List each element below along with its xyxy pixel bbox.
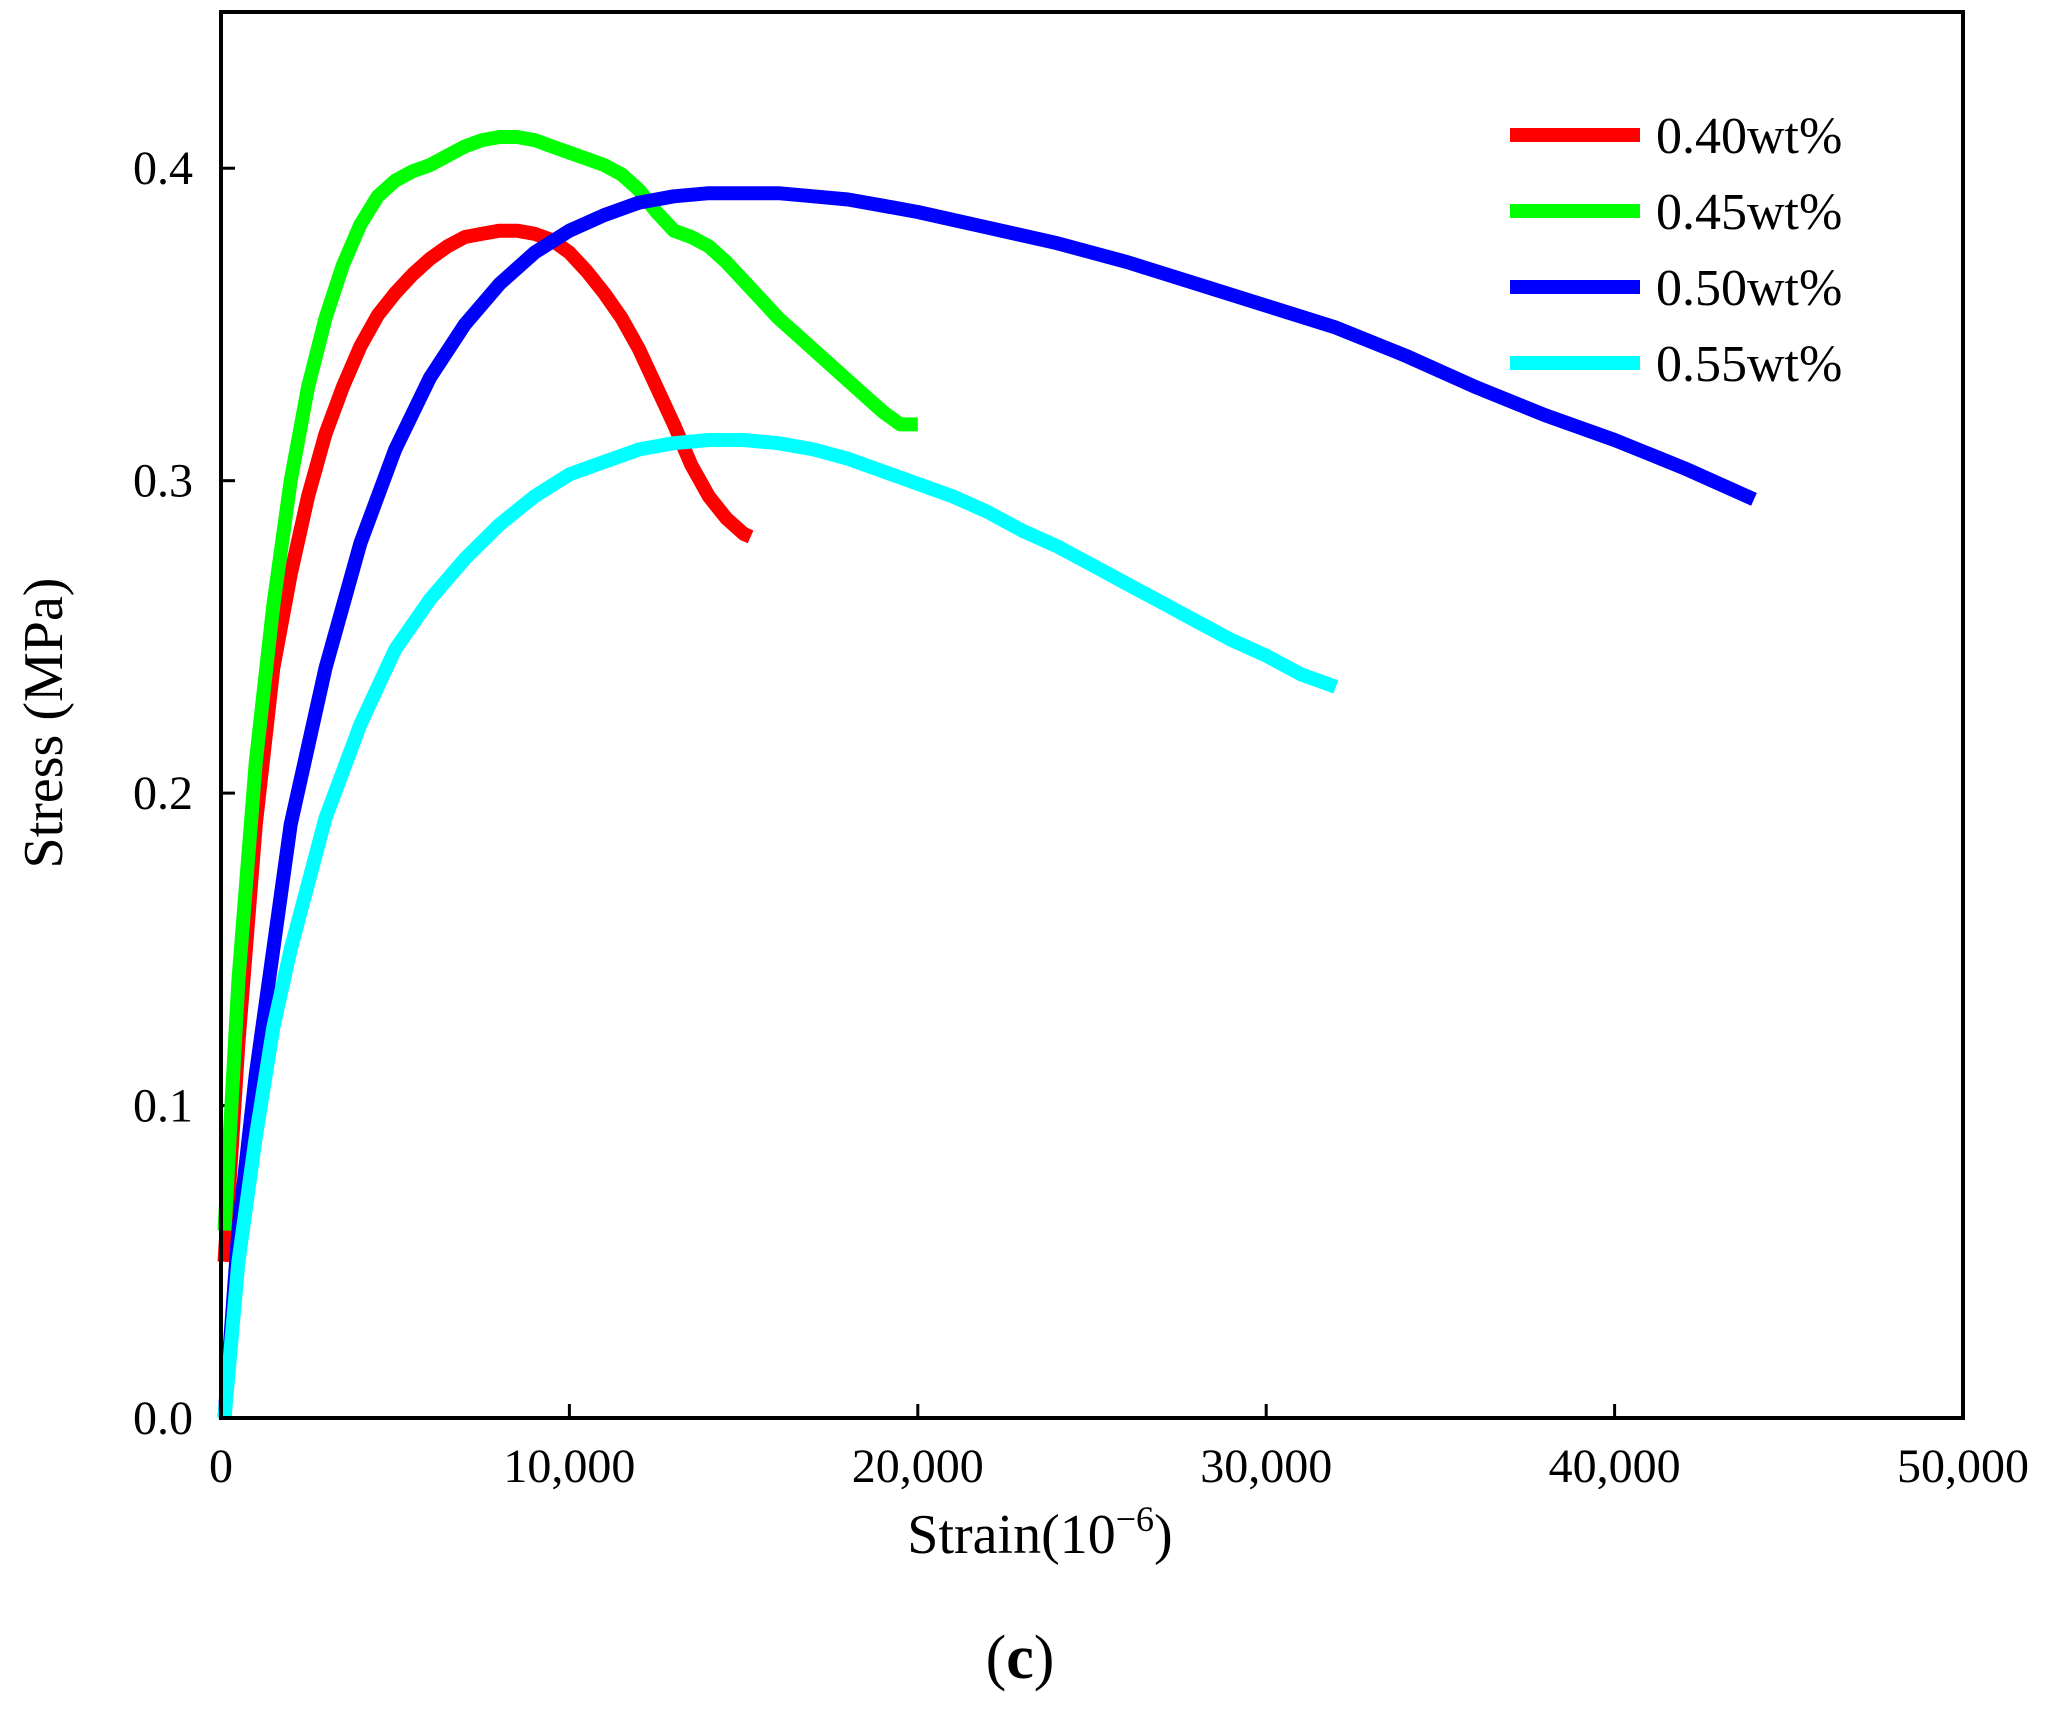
y-tick-label: 0.1 (133, 1080, 193, 1133)
legend: 0.40wt% 0.45wt% 0.50wt% 0.55wt% (1510, 108, 1842, 393)
series-line-0-50wt- (217, 186, 1757, 1419)
x-axis-title: Strain(10−6) (907, 1499, 1172, 1566)
x-tick-label: 0 (209, 1440, 233, 1493)
y-tick-label: 0.0 (133, 1392, 193, 1445)
y-tick-label: 0.2 (133, 767, 193, 820)
panel-label-letter: c (1006, 1624, 1034, 1692)
legend-label-0-50wt-: 0.50wt% (1656, 260, 1842, 317)
x-tick-label: 40,000 (1549, 1440, 1681, 1493)
x-tick-label: 10,000 (503, 1440, 635, 1493)
legend-label-0-40wt-: 0.40wt% (1656, 108, 1842, 165)
panel-label: (c) (986, 1624, 1055, 1692)
series-line-0-40wt- (217, 223, 754, 1263)
legend-label-0-55wt-: 0.55wt% (1656, 336, 1842, 393)
series-lines (217, 130, 1757, 1419)
panel-label-open-paren: ( (986, 1624, 1007, 1692)
plot-area-frame (219, 10, 1965, 1420)
tick-labels: 0 10,000 20,000 30,000 40,000 50,000 0.0 0.1 0.2… (133, 142, 2029, 1493)
x-axis-title-close: ) (1154, 1504, 1173, 1566)
legend-label-0-45wt-: 0.45wt% (1656, 184, 1842, 241)
y-axis-title: Stress (MPa) (13, 578, 75, 869)
x-tick-label: 20,000 (852, 1440, 984, 1493)
x-axis-title-base: Strain(10 (907, 1504, 1115, 1566)
series-line-0-45wt- (217, 130, 918, 1231)
panel-label-close-paren: ) (1034, 1624, 1055, 1692)
y-tick-label: 0.4 (133, 142, 193, 195)
x-axis-title-exponent: −6 (1116, 1499, 1154, 1539)
x-tick-label: 30,000 (1200, 1440, 1332, 1493)
series-line-0-55wt- (217, 433, 1339, 1419)
x-tick-label: 50,000 (1897, 1440, 2029, 1493)
y-tick-label: 0.3 (133, 455, 193, 508)
